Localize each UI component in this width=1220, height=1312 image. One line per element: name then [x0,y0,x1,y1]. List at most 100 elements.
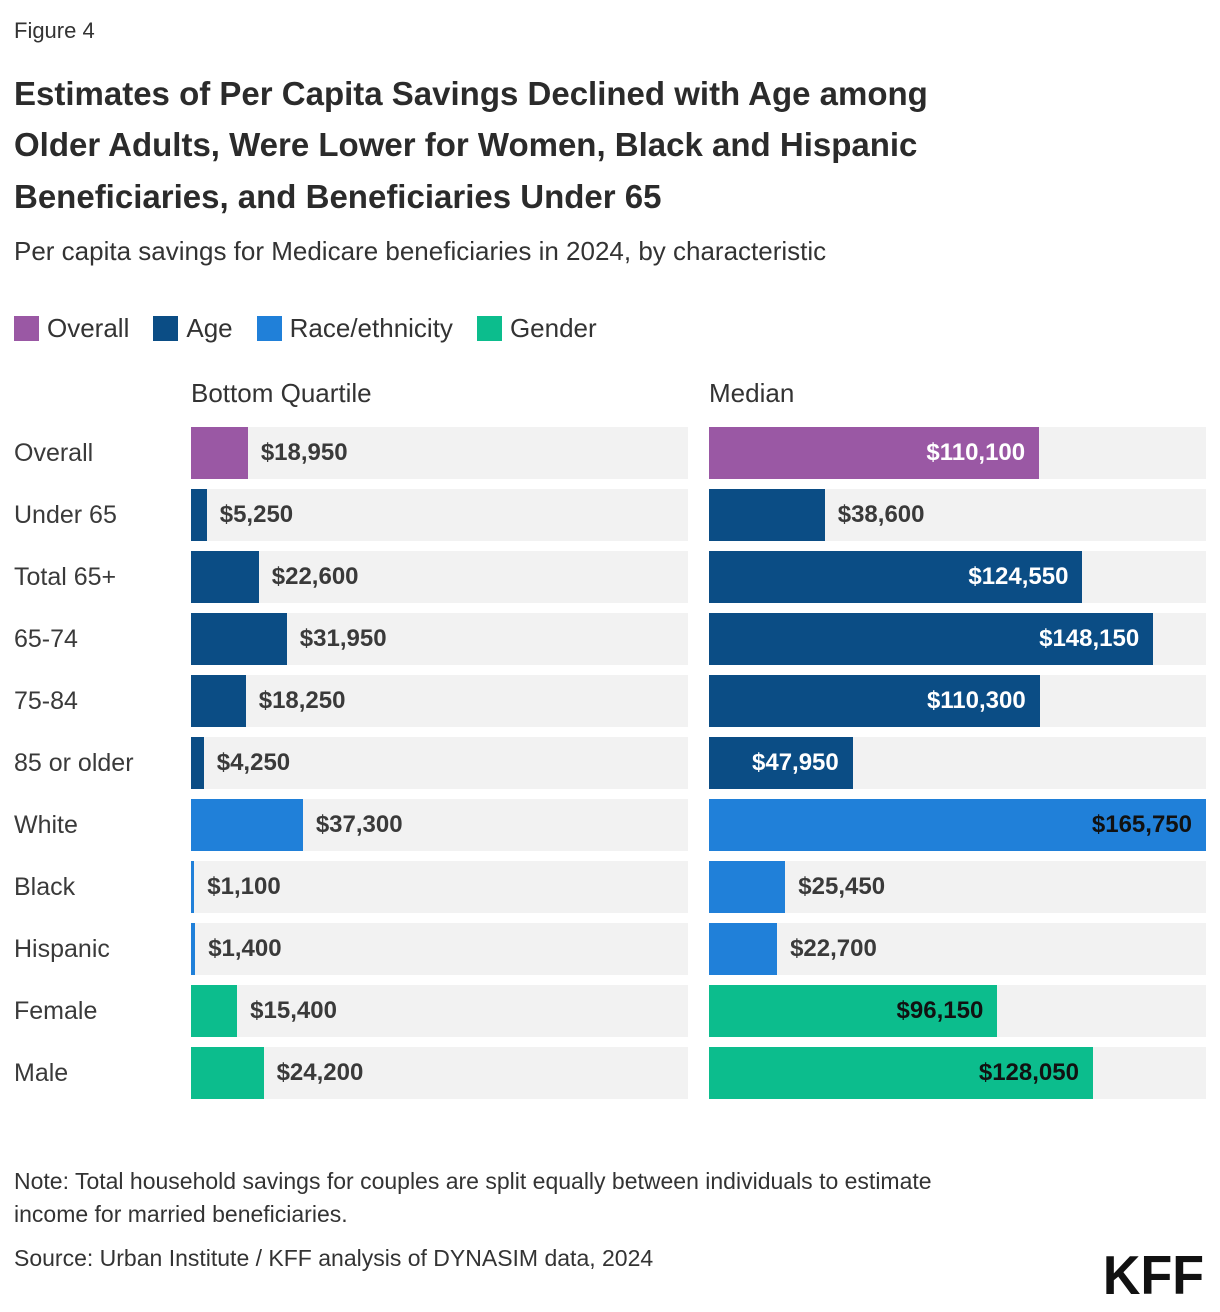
legend-item-race-ethnicity: Race/ethnicity [256,313,453,344]
bar-track-bottom-quartile: $1,100 [191,861,688,914]
value-label: $15,400 [250,997,337,1025]
value-label: $47,950 [752,749,839,777]
bar-bottom-quartile [191,985,238,1038]
bar-median: $96,150 [709,985,998,1038]
column-gap [688,799,709,851]
value-label: $25,450 [798,873,886,901]
legend-label: Age [186,313,233,344]
bar-bottom-quartile [191,1047,264,1100]
bar-chart: Overall $18,950 $110,100 Under 65 $5,250 $38,… [14,427,1206,1100]
bar-median: $124,550 [709,551,1083,604]
figure-label: Figure 4 [14,18,95,43]
column-gap [688,489,709,541]
category-label: Overall [14,438,94,467]
bar-track-median: $96,150 [709,985,1206,1038]
legend-label: Race/ethnicity [289,313,453,344]
bar-bottom-quartile [191,551,259,604]
chart-subtitle: Per capita savings for Medicare benefici… [14,236,827,267]
bar-track-bottom-quartile: $18,950 [191,427,688,480]
value-label: $110,300 [926,687,1026,715]
bar-median: $110,300 [709,675,1040,728]
note-line: income for married beneficiaries. [14,1201,348,1228]
bar-track-median: $128,050 [709,1047,1206,1100]
legend-label: Gender [509,313,597,344]
bar-track-median: $47,950 [709,737,1206,790]
column-headers: Bottom Quartile Median [14,378,1206,409]
value-label: $148,150 [1039,625,1140,653]
value-label: $4,250 [216,749,291,777]
category-label: White [14,810,78,839]
category-label: 75-84 [14,686,78,715]
value-label: $22,700 [790,935,877,963]
legend-swatch-age [153,316,179,342]
bar-median: $47,950 [709,737,853,790]
bar-track-bottom-quartile: $24,200 [191,1047,688,1100]
category-label: Hispanic [14,934,110,963]
note-text: Note: Total household savings for couple… [14,1165,1206,1230]
bar-median [709,923,778,976]
bar-bottom-quartile [191,613,287,666]
column-gap [688,427,709,479]
value-label: $96,150 [896,997,984,1025]
bar-bottom-quartile [191,923,196,976]
bar-median [709,861,786,914]
bar-track-median: $165,750 [709,799,1206,852]
column-gap [688,378,709,409]
value-label: $22,600 [271,563,359,591]
chart-title-line: Estimates of Per Capita Savings Declined… [14,75,928,112]
legend-item-overall: Overall [14,313,129,344]
chart-row: Total 65+ $22,600 $124,550 [14,551,1206,604]
chart-row: White $37,300 $165,750 [14,799,1206,852]
chart-title-line: Beneficiaries, and Beneficiaries Under 6… [14,177,662,215]
chart-row: Under 65 $5,250 $38,600 [14,489,1206,542]
column-header-bottom-quartile: Bottom Quartile [191,378,372,409]
value-label: $31,950 [299,625,387,653]
legend-item-age: Age [153,313,233,344]
chart-title: Estimates of Per Capita Savings Declined… [14,68,1206,222]
chart-row: 65-74 $31,950 $148,150 [14,613,1206,666]
bar-bottom-quartile [191,427,248,480]
value-label: $165,750 [1091,811,1192,839]
value-label: $1,400 [208,935,282,963]
bar-track-median: $38,600 [709,489,1206,542]
bar-bottom-quartile [191,799,303,852]
bar-track-bottom-quartile: $22,600 [191,551,688,604]
bar-track-median: $110,100 [709,427,1206,480]
category-label: Black [14,872,76,901]
legend-item-gender: Gender [476,313,597,344]
source-text: Source: Urban Institute / KFF analysis o… [14,1244,654,1271]
category-label: Male [14,1058,69,1087]
bar-bottom-quartile [191,489,207,542]
column-gap [688,675,709,727]
value-label: $110,100 [926,439,1026,467]
bar-track-bottom-quartile: $15,400 [191,985,688,1038]
chart-row: 85 or older $4,250 $47,950 [14,737,1206,790]
legend-label: Overall [47,313,130,344]
column-gap [688,613,709,665]
column-gap [688,861,709,913]
category-label: Female [14,996,98,1025]
value-label: $5,250 [219,501,294,529]
column-header-spacer [14,378,191,409]
bar-median: $110,100 [709,427,1040,480]
value-label: $38,600 [837,501,925,529]
bar-track-bottom-quartile: $1,400 [191,923,688,976]
bar-bottom-quartile [191,737,204,790]
chart-row: Overall $18,950 $110,100 [14,427,1206,480]
category-label: 65-74 [14,624,78,653]
bar-median [709,489,825,542]
bar-track-median: $124,550 [709,551,1206,604]
bar-median: $128,050 [709,1047,1093,1100]
bar-track-bottom-quartile: $31,950 [191,613,688,666]
category-label: Total 65+ [14,562,117,591]
legend-swatch-race-ethnicity [256,316,282,342]
legend-swatch-gender [476,316,502,342]
column-gap [688,985,709,1037]
bar-track-median: $110,300 [709,675,1206,728]
chart-row: Female $15,400 $96,150 [14,985,1206,1038]
figure-page: Figure 4 Estimates of Per Capita Savings… [14,18,1206,1271]
bar-track-bottom-quartile: $5,250 [191,489,688,542]
bar-track-bottom-quartile: $18,250 [191,675,688,728]
legend-swatch-overall [14,316,39,342]
chart-title-line: Older Adults, Were Lower for Women, Blac… [14,126,918,164]
